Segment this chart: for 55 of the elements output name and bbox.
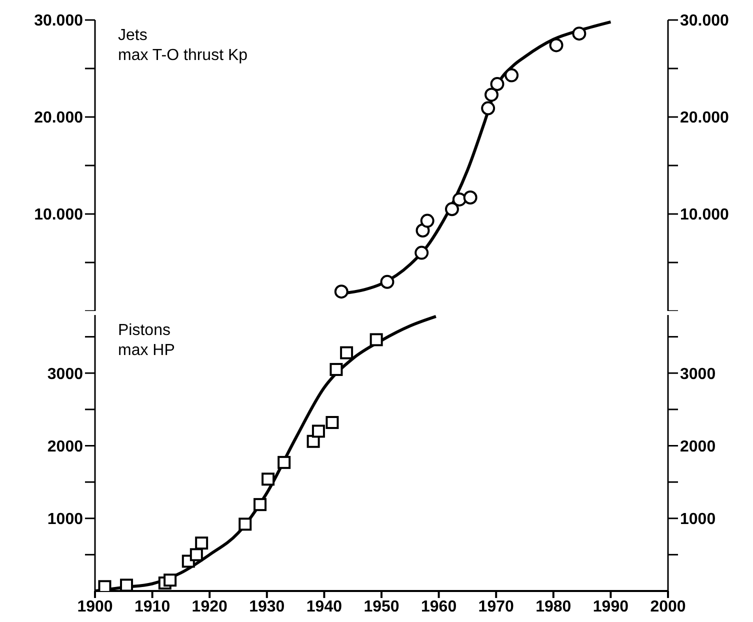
point — [481, 101, 496, 116]
x-tick-label: 1900 — [77, 598, 113, 616]
point — [549, 38, 564, 52]
point — [164, 574, 177, 587]
text: max HP — [118, 341, 175, 361]
point — [334, 284, 348, 299]
y2-tick-label: 10.000 — [680, 206, 730, 224]
y-tick-label: 2000 — [47, 438, 84, 456]
point — [370, 333, 383, 346]
x-tick-label: 1960 — [421, 598, 457, 616]
y2-tick-label: 1000 — [680, 511, 716, 528]
point — [190, 548, 203, 562]
point — [238, 518, 252, 531]
y2-tick-label: 2000 — [680, 438, 716, 456]
chart-title: Pistons — [118, 321, 172, 341]
point — [490, 77, 504, 92]
y-tick-label: 3000 — [47, 366, 84, 383]
y-tick-label: 30.000 — [34, 12, 84, 30]
point — [452, 192, 466, 206]
y-tick-label: 10.000 — [34, 206, 84, 224]
point — [414, 246, 429, 260]
x-tick-label: 1940 — [306, 598, 342, 616]
point — [262, 472, 275, 486]
point — [420, 214, 434, 228]
point — [326, 416, 339, 429]
point — [463, 190, 478, 205]
y2-tick-label: 20.000 — [680, 110, 730, 127]
point — [504, 68, 519, 82]
point — [195, 536, 208, 550]
point — [380, 274, 394, 289]
point — [340, 346, 354, 360]
point — [484, 88, 499, 102]
point — [278, 456, 291, 469]
point — [306, 434, 320, 448]
point — [98, 580, 112, 591]
x-tick-label: 1990 — [592, 598, 629, 616]
chart-title: Jets — [118, 26, 148, 46]
x-tick-label: 1920 — [192, 598, 228, 616]
point — [254, 498, 267, 512]
x-tick-label: 1970 — [478, 598, 514, 616]
x-tick-label: 1930 — [249, 598, 285, 616]
point — [330, 362, 343, 376]
point — [120, 578, 134, 591]
x-tick-label: 1950 — [364, 598, 400, 616]
y2-tick-label: 3000 — [680, 366, 716, 383]
text: max T-O thrust Kp — [118, 46, 248, 66]
y2-tick-label: 30.000 — [680, 12, 730, 30]
x-tick-label: 2000 — [650, 598, 686, 616]
point — [312, 424, 325, 438]
y-tick-label: 1000 — [47, 511, 84, 528]
x-tick-label: 1910 — [134, 598, 170, 616]
y-tick-label: 20.000 — [34, 110, 84, 127]
point — [572, 26, 586, 41]
x-tick-label: 1980 — [536, 598, 572, 616]
point — [444, 202, 459, 216]
